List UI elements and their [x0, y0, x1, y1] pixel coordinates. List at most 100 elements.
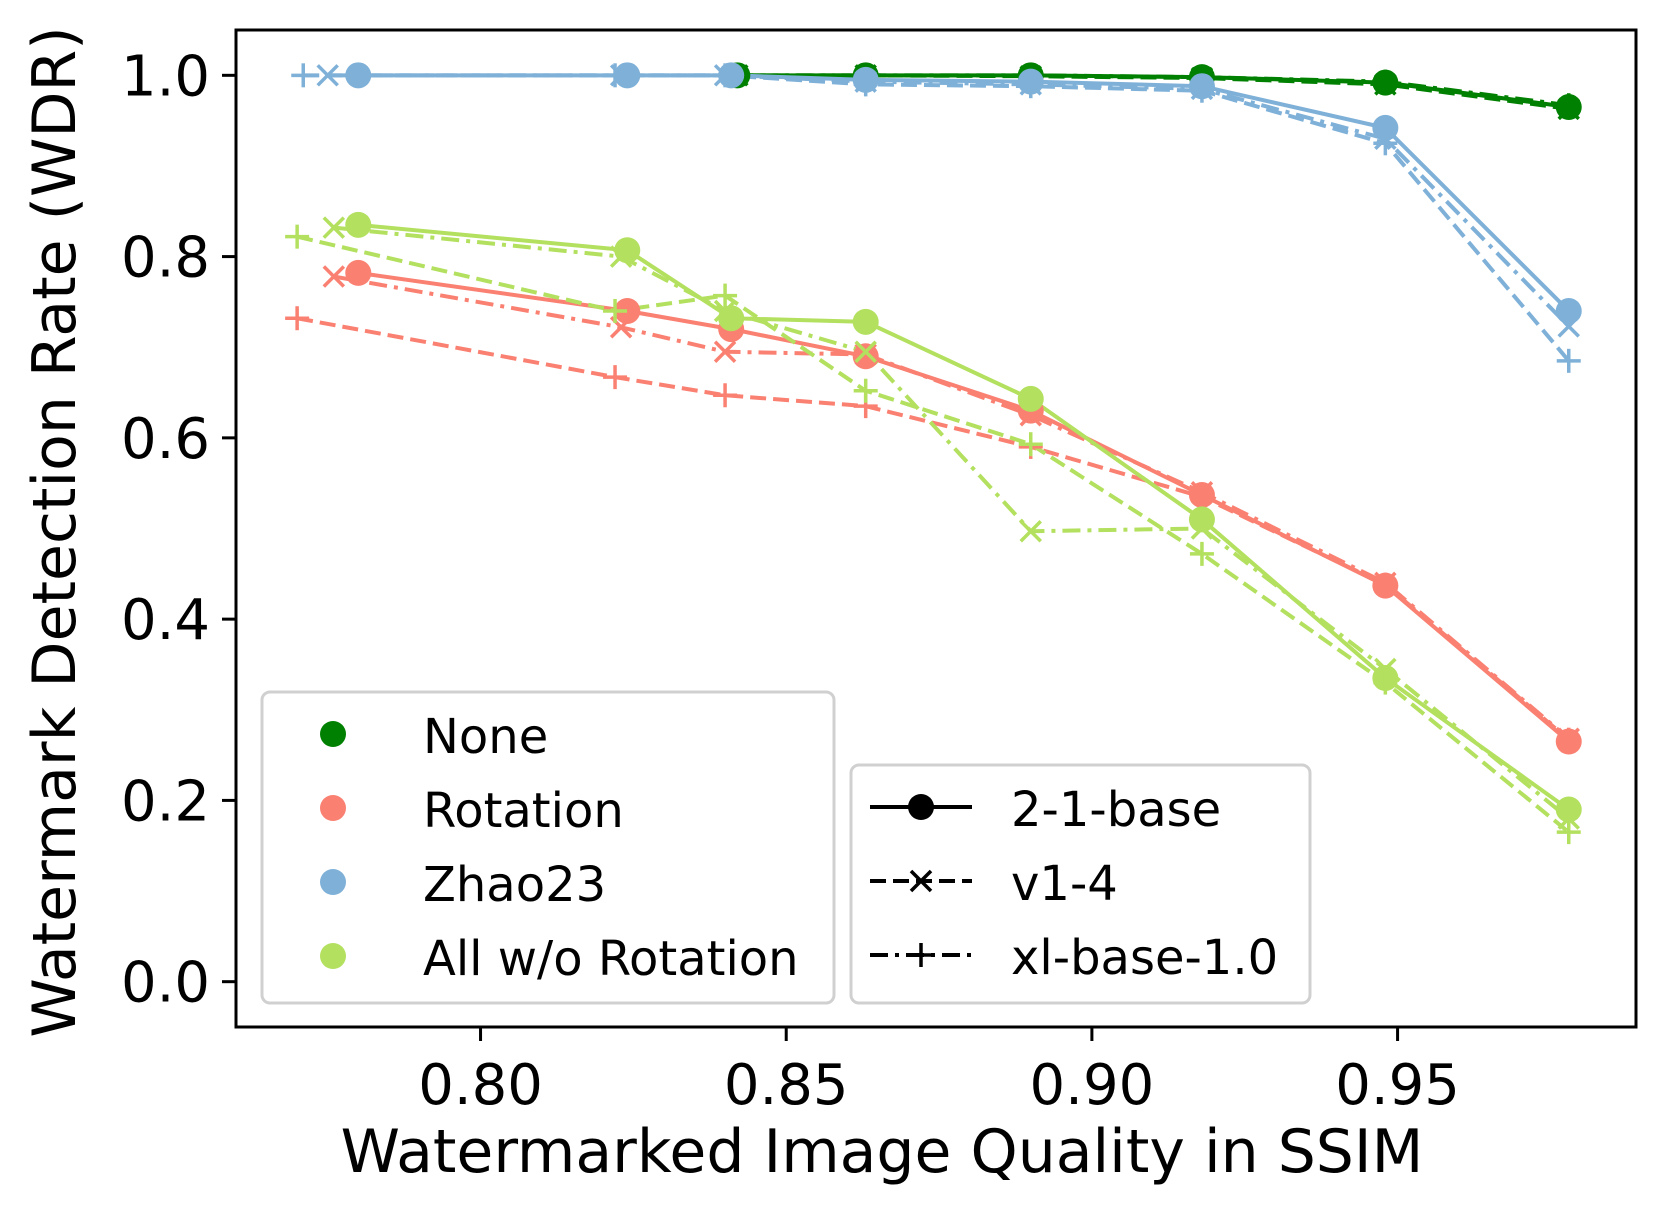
data-point-s11-p0	[285, 224, 310, 249]
axes-layer: 0.80 0.85 0.90 0.95 0.0 0.2 0.4 0.6 0.8 1.0	[121, 28, 1638, 1118]
data-point-s10-p4	[1019, 519, 1042, 543]
data-point-s6-p7	[1555, 297, 1582, 324]
series-line-9	[358, 222, 1570, 812]
data-point-s8-p2	[713, 63, 738, 88]
color-legend-swatch-1	[320, 795, 346, 821]
data-point-s11-p4	[1018, 432, 1043, 457]
data-point-s11-p7	[1556, 820, 1581, 845]
data-point-s9-p4	[1017, 385, 1044, 412]
data-point-s7-p0	[316, 64, 339, 87]
y-tick-label-1: 0.2	[121, 769, 210, 834]
legend-layer: None Rotation Zhao23 All w/o Rotation 2-1-ba…	[260, 690, 1312, 1005]
series-line-10	[333, 225, 1571, 821]
data-point-s4-p2	[713, 340, 737, 363]
y-tick-label-3: 0.6	[121, 407, 210, 472]
y-tick-label-5: 1.0	[121, 44, 210, 109]
data-point-s11-p5	[1189, 541, 1214, 566]
data-point-s11-p1	[603, 298, 628, 323]
data-point-s8-p7	[1556, 348, 1581, 373]
data-point-s7-p0-stroke-b	[316, 64, 339, 87]
data-point-s8-p1	[603, 63, 628, 88]
data-point-s10-p7	[1557, 807, 1580, 830]
data-point-s8-p6	[1373, 131, 1398, 156]
data-point-s5-p5	[1189, 484, 1214, 509]
data-point-s10-p2	[713, 299, 737, 323]
data-point-s5-p1	[603, 365, 628, 390]
data-point-s5-p6	[1373, 572, 1398, 597]
data-point-s11-p6	[1373, 670, 1398, 695]
data-point-s10-p0-stroke-b	[322, 216, 346, 239]
data-point-s10-p1-stroke-b	[609, 245, 633, 268]
color-legend: None Rotation Zhao23 All w/o Rotation	[260, 690, 836, 1005]
color-legend-label-0: None	[423, 709, 548, 765]
data-point-s9-p5	[1188, 506, 1215, 533]
data-point-s4-p0	[322, 265, 346, 288]
data-point-s10-p5	[1190, 517, 1214, 540]
style-legend-label-0: 2-1-base	[1011, 782, 1221, 838]
data-point-s3-p0	[345, 259, 372, 286]
data-point-s10-p6-stroke-b	[1374, 657, 1397, 681]
data-point-s10-p7-stroke-b	[1557, 807, 1580, 830]
data-point-s10-p5-stroke-b	[1190, 517, 1214, 540]
data-point-s10-p1	[609, 245, 633, 268]
data-point-s6-p1	[614, 62, 641, 89]
color-legend-swatch-3	[320, 943, 346, 969]
plot-frame	[234, 28, 1638, 1029]
data-point-s11-p2	[713, 283, 738, 308]
style-legend-marker-1-stroke-b	[909, 869, 933, 893]
color-legend-frame	[260, 690, 836, 1005]
data-point-s2-p0	[1556, 93, 1581, 118]
data-point-s5-p7	[1556, 727, 1581, 752]
color-legend-swatch-0	[320, 721, 346, 747]
data-point-s8-p4	[1018, 74, 1043, 99]
style-legend-marker-2	[909, 943, 933, 967]
y-tick-label-0: 0.0	[121, 951, 210, 1016]
data-point-s9-p7	[1555, 796, 1582, 823]
series-line-7	[327, 73, 1571, 328]
data-point-s7-p7-stroke-b	[1557, 315, 1580, 338]
series-line-2	[737, 73, 1570, 108]
x-tick-label-1: 0.85	[724, 1053, 849, 1118]
data-point-s11-p3	[853, 378, 878, 403]
x-tick-label-0: 0.80	[418, 1053, 543, 1118]
data-point-s10-p3-stroke-b	[854, 340, 877, 363]
style-legend-label-1: v1-4	[1011, 856, 1118, 912]
data-point-s4-p3-stroke-b	[854, 343, 877, 366]
series-line-4	[333, 274, 1571, 741]
data-point-s7-p7	[1557, 315, 1580, 338]
x-tick-label-2: 0.90	[1030, 1053, 1155, 1118]
style-legend: 2-1-base v1-4 xl-base-1.0	[849, 763, 1312, 1005]
data-point-s10-p3	[854, 340, 877, 363]
data-point-s6-p0	[345, 62, 372, 89]
style-legend-frame	[849, 763, 1312, 1005]
style-legend-marker-0	[908, 794, 934, 820]
color-legend-label-3: All w/o Rotation	[423, 931, 799, 987]
y-axis-label: Watermark Detection Rate (WDR)	[20, 26, 90, 1037]
data-point-s4-p0-stroke-b	[322, 265, 346, 288]
data-point-s8-p5	[1189, 78, 1214, 103]
color-legend-label-2: Zhao23	[423, 857, 606, 913]
data-point-s5-p0	[285, 306, 310, 331]
series-layer	[285, 62, 1582, 845]
data-point-s10-p4-stroke-b	[1019, 519, 1042, 543]
style-legend-label-2: xl-base-1.0	[1011, 930, 1278, 986]
data-point-s10-p2-stroke-b	[713, 299, 737, 323]
data-point-s9-p0	[345, 211, 372, 238]
series-line-5	[296, 316, 1571, 742]
color-legend-label-1: Rotation	[423, 783, 624, 839]
data-point-s8-p0	[291, 63, 316, 88]
data-point-s3-p1	[614, 297, 641, 324]
data-point-s9-p3	[852, 308, 879, 335]
x-axis-label: Watermarked Image Quality in SSIM	[341, 1117, 1424, 1187]
color-legend-swatch-2	[320, 869, 346, 895]
data-point-s2-p1	[1373, 69, 1398, 94]
y-tick-label-2: 0.4	[121, 588, 210, 653]
x-tick-label-3: 0.95	[1335, 1053, 1460, 1118]
data-point-s5-p2	[713, 383, 738, 408]
data-point-s10-p0	[322, 216, 346, 239]
data-point-s10-p6	[1374, 657, 1397, 681]
style-legend-marker-1	[909, 869, 933, 893]
